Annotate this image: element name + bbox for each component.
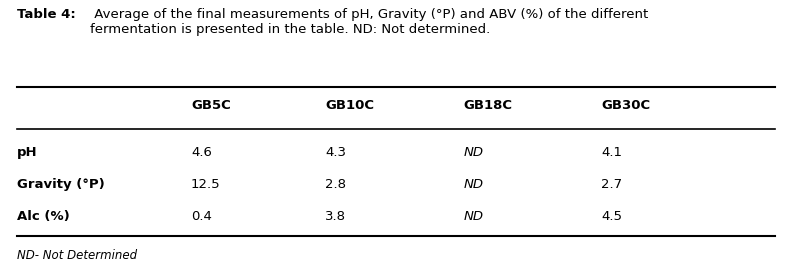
Text: 4.1: 4.1 xyxy=(602,146,622,159)
Text: ND- Not Determined: ND- Not Determined xyxy=(17,248,138,261)
Text: GB18C: GB18C xyxy=(463,99,512,112)
Text: ND: ND xyxy=(463,178,483,191)
Text: GB5C: GB5C xyxy=(191,99,230,112)
Text: ND: ND xyxy=(463,146,483,159)
Text: 2.7: 2.7 xyxy=(602,178,622,191)
Text: pH: pH xyxy=(17,146,38,159)
Text: 12.5: 12.5 xyxy=(191,178,221,191)
Text: Average of the final measurements of pH, Gravity (°P) and ABV (%) of the differe: Average of the final measurements of pH,… xyxy=(90,8,648,36)
Text: GB10C: GB10C xyxy=(325,99,374,112)
Text: 4.5: 4.5 xyxy=(602,210,622,223)
Text: 3.8: 3.8 xyxy=(325,210,346,223)
Text: 4.6: 4.6 xyxy=(191,146,212,159)
Text: Gravity (°P): Gravity (°P) xyxy=(17,178,105,191)
Text: GB30C: GB30C xyxy=(602,99,650,112)
Text: 2.8: 2.8 xyxy=(325,178,346,191)
Text: 0.4: 0.4 xyxy=(191,210,212,223)
Text: 4.3: 4.3 xyxy=(325,146,346,159)
Text: ND: ND xyxy=(463,210,483,223)
Text: Alc (%): Alc (%) xyxy=(17,210,70,223)
Text: Table 4:: Table 4: xyxy=(17,8,76,21)
